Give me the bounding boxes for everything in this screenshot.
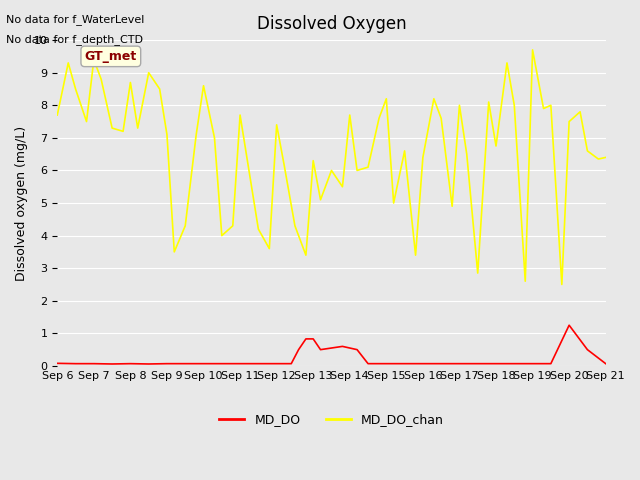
Text: No data for f_WaterLevel: No data for f_WaterLevel [6,14,145,25]
Text: No data for f_depth_CTD: No data for f_depth_CTD [6,34,143,45]
Title: Dissolved Oxygen: Dissolved Oxygen [257,15,406,33]
Y-axis label: Dissolved oxygen (mg/L): Dissolved oxygen (mg/L) [15,125,28,281]
Text: GT_met: GT_met [84,50,137,63]
Legend: MD_DO, MD_DO_chan: MD_DO, MD_DO_chan [214,408,449,432]
